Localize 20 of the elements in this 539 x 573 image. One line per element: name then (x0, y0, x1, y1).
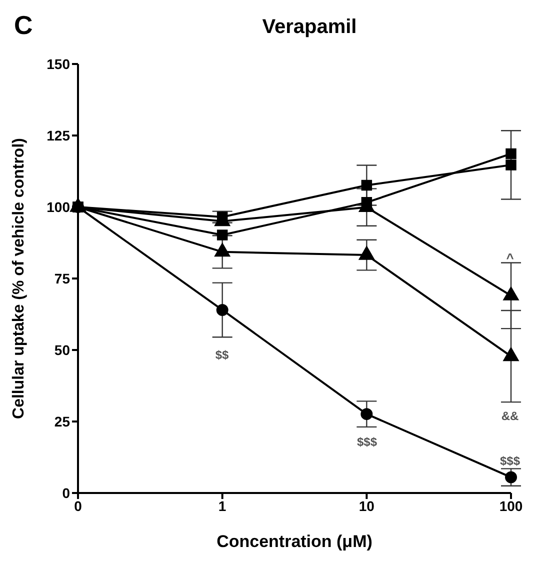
annotation: $$ (215, 348, 229, 362)
y-tick-label: 100 (46, 198, 70, 215)
y-tick-label: 0 (62, 484, 70, 501)
y-tick-label: 50 (54, 342, 70, 358)
x-tick-label: 10 (358, 498, 375, 514)
y-tick-label: 125 (46, 127, 70, 144)
x-tick-label: 1 (218, 498, 226, 514)
x-tick-label: 100 (499, 498, 523, 514)
annotation: $$$ (356, 435, 378, 449)
annotation: ^ (506, 250, 514, 266)
annotation: $$$ (500, 454, 520, 468)
y-tick-label: 25 (54, 413, 70, 430)
y-tick-label: 150 (46, 56, 70, 72)
y-tick-label: 75 (54, 270, 70, 286)
x-tick-label: 0 (74, 498, 82, 514)
annotation: && (501, 409, 519, 423)
chart-title: Verapamil (262, 16, 357, 38)
text: C (14, 10, 33, 40)
x-axis-title: Concentration (μM) (216, 532, 372, 551)
y-axis-title: Cellular uptake (% of vehicle control) (10, 138, 28, 419)
